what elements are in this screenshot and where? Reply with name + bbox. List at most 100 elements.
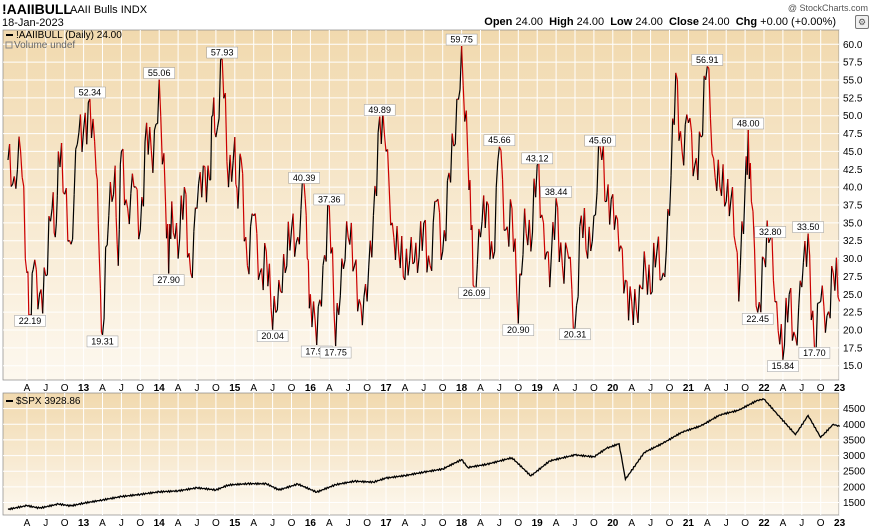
- series-segment: [772, 280, 776, 303]
- series-segment: [94, 141, 97, 173]
- y-tick-label: 2500: [843, 467, 866, 478]
- x-tick-label: A: [250, 518, 257, 529]
- series-segment: [388, 186, 392, 226]
- series-segment: [801, 262, 804, 288]
- upper-legend: !AAIIBULL (Daily) 24.00 Volume undef: [5, 30, 122, 51]
- annotation-box: [540, 186, 572, 198]
- x-tick-label: A: [628, 383, 635, 394]
- series-segment: [235, 184, 238, 189]
- series-segment: [500, 150, 504, 180]
- series-segment: [588, 226, 592, 252]
- series-segment: [498, 146, 502, 151]
- x-tick-label: O: [363, 383, 371, 394]
- x-tick-label: O: [666, 383, 674, 394]
- series-segment: [286, 221, 289, 266]
- series-segment: [224, 93, 228, 162]
- ohlc-readout: Open 24.00 High 24.00 Low 24.00 Close 24…: [484, 16, 836, 28]
- series-segment: [20, 151, 23, 178]
- series-segment: [303, 184, 306, 199]
- high-value: 24.00: [576, 16, 605, 28]
- series-segment: [210, 116, 213, 180]
- annotation-label: 37.36: [318, 195, 341, 205]
- series-segment: [787, 294, 790, 323]
- series-segment: [591, 215, 595, 242]
- series-segment: [99, 288, 103, 333]
- series-segment: [550, 222, 554, 256]
- series-segment: [21, 177, 25, 187]
- series-segment: [281, 254, 285, 293]
- series-segment: [494, 187, 497, 252]
- annotation-label: 22.45: [746, 314, 769, 324]
- annotation-box: [458, 287, 490, 299]
- annotation-box: [559, 328, 591, 341]
- series-segment: [339, 258, 343, 296]
- series-segment: [188, 253, 192, 273]
- annotation-box: [483, 134, 516, 146]
- series-segment: [366, 267, 370, 302]
- series-segment: [344, 221, 348, 260]
- series-segment: [705, 66, 708, 80]
- upper-x-axis: A J O 13 A J O 14 A J O 15 A J O 16 A J O 17 A J O 18 A J O 19 A J O 20…: [24, 383, 846, 394]
- x-tick-label: 15: [229, 383, 241, 394]
- series-segment: [177, 238, 181, 259]
- series-segment: [54, 223, 57, 238]
- series-segment: [453, 143, 456, 147]
- low-label: Low: [610, 16, 633, 28]
- lower-panel: [2, 392, 840, 516]
- series-segment: [276, 279, 280, 311]
- annotation-box: [741, 313, 774, 325]
- series-segment: [679, 131, 683, 152]
- series-segment: [305, 215, 308, 259]
- series-segment: [727, 179, 730, 217]
- annotation-label: 32.80: [759, 227, 782, 237]
- x-tick-label: J: [648, 383, 653, 394]
- annotation-label: 49.89: [368, 105, 391, 115]
- series-segment: [618, 245, 622, 252]
- series-segment: [583, 208, 587, 250]
- legend-swatch-spx: [6, 400, 13, 402]
- annotation-label: 19.31: [91, 336, 114, 346]
- annotation-label: 17.70: [803, 348, 826, 358]
- annotation-box: [152, 274, 185, 286]
- annotation-label: 33.50: [797, 222, 820, 232]
- settings-icon[interactable]: ⚙: [855, 15, 869, 29]
- annotation-box: [206, 46, 238, 59]
- y-tick-label: 2000: [843, 482, 866, 493]
- series-segment: [335, 303, 338, 347]
- chg-value: +0.00 (+0.00%): [760, 16, 836, 28]
- series-segment: [322, 255, 326, 266]
- x-tick-label: O: [590, 383, 598, 394]
- x-tick-label: O: [514, 383, 522, 394]
- series-segment: [497, 146, 500, 162]
- series-segment: [659, 278, 662, 281]
- series-segment: [771, 233, 775, 281]
- series-segment: [292, 213, 296, 257]
- series-segment: [273, 296, 277, 313]
- series-segment: [275, 309, 278, 313]
- series-segment: [312, 301, 316, 321]
- series-segment: [283, 254, 286, 273]
- series-segment: [742, 187, 746, 234]
- lower-x-axis: A J O 13 A J O 14 A J O 15 A J O 16 A J O 17 A J O 18 A J O 19 A J O 20…: [24, 518, 846, 529]
- series-segment: [780, 324, 784, 360]
- series-segment: [676, 79, 680, 141]
- series-segment: [783, 297, 787, 345]
- series-segment: [298, 209, 302, 245]
- legend-spx: $SPX 3928.86: [16, 396, 81, 407]
- series-segment: [837, 296, 841, 302]
- y-tick-label: 57.5: [843, 58, 863, 69]
- series-segment: [106, 215, 110, 246]
- series-segment: [621, 249, 625, 294]
- series-segment: [469, 180, 472, 231]
- y-tick-label: 25.0: [843, 290, 863, 301]
- x-tick-label: A: [628, 518, 635, 529]
- series-segment: [73, 149, 77, 195]
- series-segment: [807, 233, 811, 256]
- annotation-box: [732, 117, 764, 130]
- annotation-box: [502, 324, 535, 336]
- x-tick-label: O: [136, 383, 144, 394]
- lower-y-axis: 4500 4000 3500 3000 2500 2000 1500: [843, 404, 866, 509]
- series-segment: [424, 220, 428, 273]
- x-tick-label: J: [119, 383, 124, 394]
